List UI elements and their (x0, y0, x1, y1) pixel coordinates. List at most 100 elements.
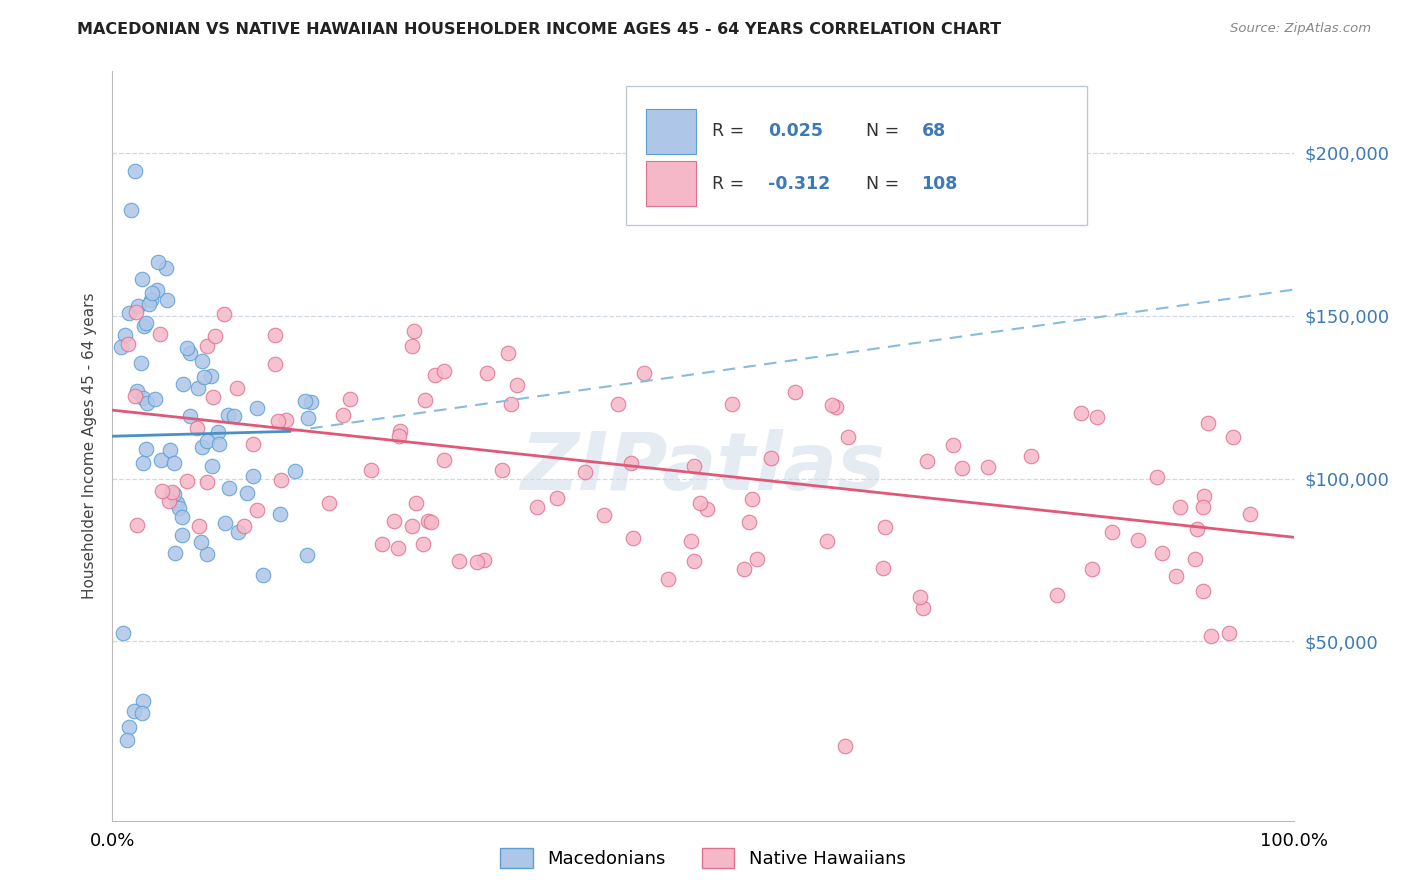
Native Hawaiians (472, 553, 495, 567)
Macedonians (118, 720, 141, 734)
Native Hawaiians (212, 307, 235, 321)
Native Hawaiians (1070, 406, 1092, 420)
Native Hawaiians (360, 463, 382, 477)
Native Hawaiians (388, 429, 411, 443)
Text: ZIPatlas: ZIPatlas (520, 429, 886, 508)
Native Hawaiians (405, 495, 427, 509)
Legend: Macedonians, Native Hawaiians: Macedonians, Native Hawaiians (494, 841, 912, 875)
Native Hawaiians (574, 465, 596, 479)
Macedonians (135, 442, 157, 457)
Native Hawaiians (501, 397, 523, 411)
Macedonians (176, 341, 198, 355)
Native Hawaiians (416, 514, 439, 528)
Native Hawaiians (125, 518, 148, 533)
Macedonians (127, 299, 149, 313)
Macedonians (200, 368, 222, 383)
Macedonians (166, 496, 188, 510)
Macedonians (242, 469, 264, 483)
Native Hawaiians (1192, 489, 1215, 503)
Macedonians (190, 535, 212, 549)
Macedonians (124, 705, 146, 719)
Macedonians (146, 255, 169, 269)
Macedonians (246, 401, 269, 415)
Macedonians (131, 706, 153, 721)
Macedonians (207, 425, 229, 439)
Native Hawaiians (950, 461, 973, 475)
Native Hawaiians (683, 554, 706, 568)
Native Hawaiians (783, 384, 806, 399)
Macedonians (172, 510, 194, 524)
Native Hawaiians (1218, 626, 1240, 640)
Native Hawaiians (413, 392, 436, 407)
Native Hawaiians (1019, 449, 1042, 463)
Macedonians (217, 408, 239, 422)
Macedonians (295, 548, 318, 562)
Macedonians (156, 293, 179, 308)
Macedonians (141, 293, 163, 308)
Macedonians (163, 456, 186, 470)
Native Hawaiians (1239, 507, 1261, 521)
Macedonians (111, 625, 134, 640)
Native Hawaiians (721, 397, 744, 411)
Macedonians (172, 377, 194, 392)
Native Hawaiians (592, 508, 614, 523)
Native Hawaiians (1126, 533, 1149, 548)
Native Hawaiians (423, 368, 446, 383)
Native Hawaiians (738, 515, 761, 529)
Native Hawaiians (526, 500, 548, 514)
Macedonians (124, 164, 146, 178)
Native Hawaiians (606, 397, 628, 411)
Macedonians (131, 391, 153, 405)
Macedonians (135, 395, 157, 409)
Native Hawaiians (157, 494, 180, 508)
Native Hawaiians (683, 459, 706, 474)
Macedonians (143, 392, 166, 406)
Macedonians (118, 306, 141, 320)
Native Hawaiians (270, 473, 292, 487)
Native Hawaiians (546, 491, 568, 505)
Native Hawaiians (204, 328, 226, 343)
Native Hawaiians (404, 324, 426, 338)
Native Hawaiians (741, 492, 763, 507)
Native Hawaiians (176, 475, 198, 489)
Macedonians (170, 528, 193, 542)
Native Hawaiians (1085, 409, 1108, 424)
Text: 108: 108 (921, 175, 957, 193)
Native Hawaiians (1168, 500, 1191, 514)
Native Hawaiians (242, 437, 264, 451)
Macedonians (269, 507, 291, 521)
Native Hawaiians (837, 430, 859, 444)
Native Hawaiians (1222, 430, 1244, 444)
Macedonians (155, 260, 177, 275)
Native Hawaiians (246, 503, 269, 517)
Native Hawaiians (267, 414, 290, 428)
Native Hawaiians (491, 463, 513, 477)
Native Hawaiians (633, 366, 655, 380)
Native Hawaiians (124, 388, 146, 402)
Native Hawaiians (942, 438, 965, 452)
Native Hawaiians (401, 519, 423, 533)
Macedonians (297, 411, 319, 425)
Native Hawaiians (1101, 524, 1123, 539)
Macedonians (167, 500, 190, 515)
Text: -0.312: -0.312 (768, 175, 830, 193)
Native Hawaiians (188, 519, 211, 533)
Native Hawaiians (195, 475, 218, 489)
Native Hawaiians (1146, 470, 1168, 484)
Native Hawaiians (117, 337, 139, 351)
Native Hawaiians (1152, 546, 1174, 560)
Macedonians (294, 394, 316, 409)
Native Hawaiians (689, 496, 711, 510)
Macedonians (120, 202, 142, 217)
Native Hawaiians (657, 572, 679, 586)
Native Hawaiians (875, 520, 897, 534)
Native Hawaiians (759, 450, 782, 465)
Text: 0.025: 0.025 (768, 122, 823, 140)
Native Hawaiians (1046, 588, 1069, 602)
Native Hawaiians (263, 327, 285, 342)
Native Hawaiians (195, 339, 218, 353)
Text: N =: N = (866, 122, 904, 140)
Native Hawaiians (1197, 416, 1219, 430)
Native Hawaiians (498, 346, 520, 360)
Native Hawaiians (186, 421, 208, 435)
